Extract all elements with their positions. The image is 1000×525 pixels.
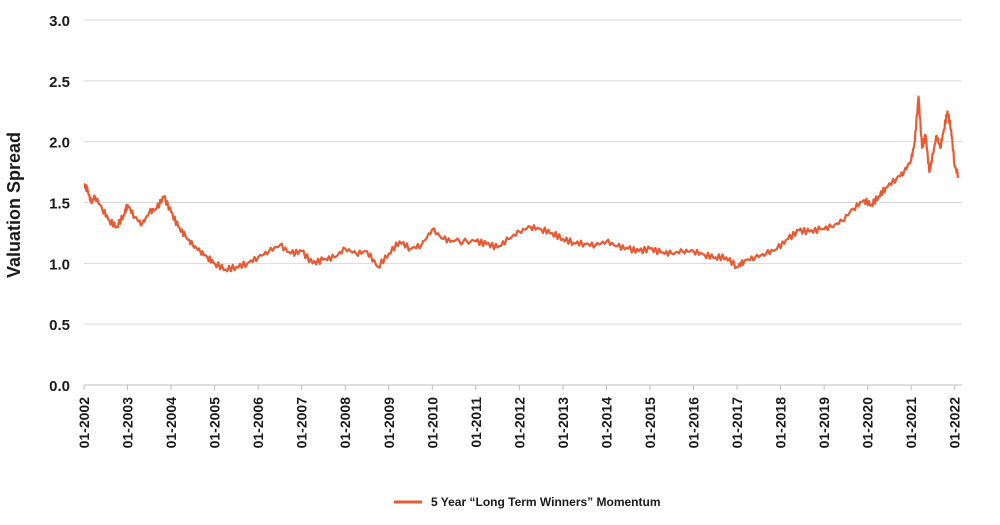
x-tick-label: 01-2019 <box>816 397 832 449</box>
x-tick-label: 01-2004 <box>163 397 179 449</box>
x-tick-label: 01-2017 <box>729 397 745 449</box>
legend: 5 Year “Long Term Winners” Momentum <box>394 495 661 509</box>
y-tick-label: 2.5 <box>49 74 70 91</box>
x-tick-label: 01-2008 <box>337 397 353 449</box>
x-tick-label: 01-2007 <box>294 397 310 449</box>
x-tick-label: 01-2021 <box>903 397 919 449</box>
y-tick-label: 0.0 <box>49 378 70 395</box>
legend-label-momentum: 5 Year “Long Term Winners” Momentum <box>431 495 661 509</box>
x-tick-label: 01-2005 <box>207 397 223 449</box>
y-tick-label: 1.0 <box>49 256 70 273</box>
x-tick-label: 01-2013 <box>555 397 571 449</box>
x-tick-label: 01-2014 <box>598 397 614 449</box>
y-tick-label: 3.0 <box>49 13 70 30</box>
gridlines <box>84 19 962 386</box>
y-tick-label: 0.5 <box>49 317 70 334</box>
y-axis-title: Valuation Spread <box>4 132 24 278</box>
x-tick-label: 01-2003 <box>120 397 136 449</box>
x-tick-label: 01-2012 <box>511 397 527 449</box>
series-line-momentum <box>83 95 960 273</box>
x-tick-label: 01-2010 <box>424 397 440 449</box>
x-tick-label: 01-2009 <box>381 397 397 449</box>
x-tick-label: 01-2011 <box>468 397 484 448</box>
y-axis-ticks: 0.0 0.5 1.0 1.5 2.0 2.5 3.0 <box>49 13 70 395</box>
x-tick-label: 01-2006 <box>250 397 266 449</box>
y-tick-label: 1.5 <box>49 196 70 213</box>
x-tick-label: 01-2020 <box>860 397 876 449</box>
x-tick-label: 01-2002 <box>76 397 92 449</box>
y-tick-label: 2.0 <box>49 135 70 152</box>
x-tick-label: 01-2016 <box>686 397 702 449</box>
x-axis-ticks: 01-2002 01-2003 01-2004 01-2005 01-2006 01-20… <box>76 385 963 448</box>
series-lines <box>83 95 960 273</box>
x-tick-label: 01-2022 <box>947 397 963 449</box>
x-tick-label: 01-2015 <box>642 397 658 449</box>
x-tick-label: 01-2018 <box>773 397 789 449</box>
